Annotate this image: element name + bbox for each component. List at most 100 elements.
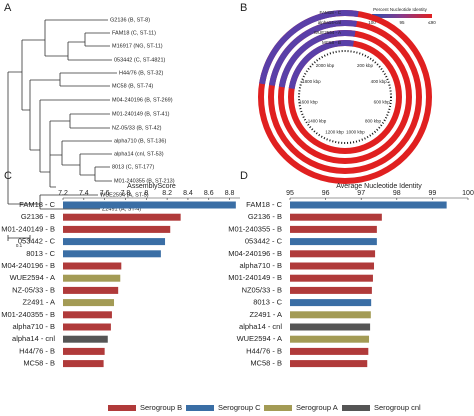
leaf-label: NZ-05/33 (B, ST-42) [112, 125, 162, 131]
bar [63, 335, 108, 343]
x-tick-label: 8.8 [225, 190, 235, 197]
position-label: 800 kbp [365, 118, 382, 123]
bar [63, 323, 111, 331]
scale-label: 0.1 [16, 243, 23, 248]
x-tick-label: 99 [429, 190, 437, 197]
leaf-label: M16917 (NG, ST-11) [112, 43, 163, 49]
panel-label: B [240, 2, 247, 14]
tree-branches [7, 19, 117, 241]
y-tick-label: alpha710 - B [239, 261, 282, 270]
position-label: 1800 kbp [302, 79, 321, 84]
y-tick-label: alpha710 - B [12, 322, 55, 331]
y-tick-label: M01-240355 - B [1, 310, 55, 319]
panel-label: D [240, 170, 248, 182]
y-tick-label: Z2491 - A [249, 310, 282, 319]
bar [63, 238, 166, 246]
ring-legend-label: 100 [368, 20, 376, 25]
bar [290, 250, 376, 258]
leaf-label: M01-240149 (B, ST-41) [112, 111, 170, 117]
x-tick-label: 97 [357, 190, 365, 197]
position-label: 1000 kbp [346, 130, 365, 135]
y-tick-label: 8013 - C [26, 249, 55, 258]
leaf-label: alpha14 (cnl, ST-53) [114, 151, 164, 157]
y-tick-label: FAM18 - C [246, 200, 282, 209]
y-tick-label: M01-240149 - B [228, 273, 282, 282]
y-tick-label: H44/76 - B [19, 346, 55, 355]
y-tick-label: MC58 - B [250, 359, 282, 368]
y-tick-label: alpha14 - cnl [239, 322, 282, 331]
y-tick-label: M01-240355 - B [228, 224, 282, 233]
ring-label: alpha14-cnl [318, 20, 341, 25]
bar [290, 274, 373, 282]
y-tick-label: NZ-05/33 - B [12, 285, 55, 294]
panel-label: A [4, 2, 12, 14]
legend-label: Serogroup cnl [374, 403, 421, 412]
bar [290, 225, 377, 233]
bar [290, 360, 368, 368]
leaf-label: 8013 (C, ST-177) [112, 164, 154, 170]
ring-divergent-arc [278, 30, 356, 88]
legend-swatch [108, 405, 136, 411]
ring-legend-label: 95 [399, 20, 405, 25]
x-tick-label: 7.4 [79, 190, 89, 197]
leaf-label: H44/76 (B, ST-32) [119, 70, 163, 76]
position-label: 200 kbp [357, 63, 374, 68]
bar [290, 299, 372, 307]
bar [290, 347, 369, 355]
y-tick-label: 8013 - C [253, 298, 282, 307]
y-tick-label: alpha14 - cnl [12, 334, 55, 343]
ring-divergent-arc [259, 10, 359, 85]
bar [290, 311, 371, 319]
bar [290, 238, 377, 246]
y-tick-label: M04-240196 - B [228, 249, 282, 258]
bar [290, 213, 382, 221]
y-tick-label: NZ05/33 - B [242, 285, 282, 294]
leaf-label: 053442 (C, ST-4821) [114, 57, 166, 63]
bar [63, 250, 161, 258]
bar [63, 213, 181, 221]
leaf-label: Z2491 (A, ST-4) [102, 206, 141, 212]
bar [290, 286, 372, 294]
leaf-label: MC58 (B, ST-74) [112, 83, 153, 89]
y-tick-label: M01-240149 - B [1, 224, 55, 233]
x-tick-label: 8.4 [183, 190, 193, 197]
y-tick-label: G2136 - B [248, 212, 282, 221]
bar [63, 311, 112, 319]
y-tick-label: Z2491 - A [22, 298, 55, 307]
leaf-label: alpha710 (B, ST-136) [114, 138, 166, 144]
ring-divergent-arc [288, 40, 354, 90]
bar [290, 262, 375, 270]
bar [290, 323, 371, 331]
x-tick-label: 98 [393, 190, 401, 197]
y-tick-label: WUE2594 - A [10, 273, 55, 282]
leaf-label: M04-240196 (B, ST-269) [112, 97, 173, 103]
bar [290, 201, 447, 209]
ring-label: FAM18 - C [319, 10, 341, 15]
ring-label: WUE2594 - A [314, 30, 341, 35]
leaf-label: WUE2594 (A, ST-5) [100, 192, 149, 198]
leaf-label: FAM18 (C, ST-11) [112, 30, 156, 36]
position-label: 1600 kbp [299, 99, 318, 104]
leaf-label: M01-240355 (B, ST-213) [114, 178, 175, 184]
position-label: 2000 kbp [316, 63, 335, 68]
ring-legend-gradient [372, 14, 432, 18]
ring-legend-title: Percent Nucleotide Identity [373, 7, 428, 12]
bar [63, 360, 104, 368]
position-label: 1400 kbp [308, 118, 327, 123]
position-label: 600 kbp [374, 99, 391, 104]
y-tick-label: G2136 - B [21, 212, 55, 221]
genome-axis [298, 50, 392, 144]
legend-label: Serogroup C [218, 403, 261, 412]
y-tick-label: FAM18 - C [19, 200, 55, 209]
x-tick-label: 8.2 [162, 190, 172, 197]
y-tick-label: WUE2594 - A [237, 334, 282, 343]
legend-swatch [186, 405, 214, 411]
y-tick-label: M04-240196 - B [1, 261, 55, 270]
ring-label: MC58 - B [322, 40, 341, 45]
leaf-label: G2136 (B, ST-8) [110, 17, 150, 23]
bar [63, 262, 122, 270]
x-tick-label: 96 [322, 190, 330, 197]
x-tick-label: 95 [286, 190, 294, 197]
x-axis-title: AssemblyScore [127, 183, 176, 190]
y-tick-label: 053442 - C [18, 237, 56, 246]
